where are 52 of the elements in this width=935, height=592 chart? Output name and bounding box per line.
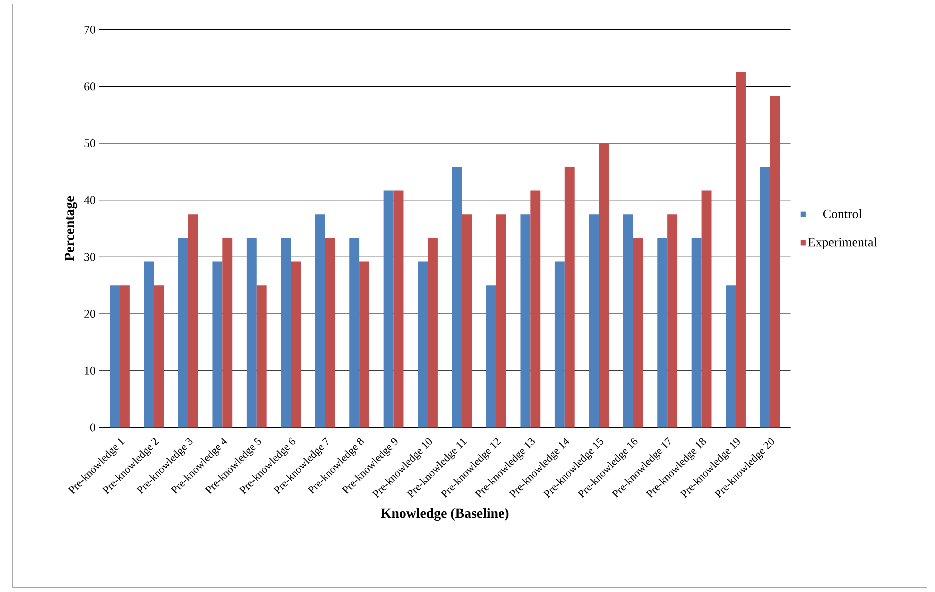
y-tick-label: 20 — [84, 310, 96, 318]
bar — [486, 286, 496, 428]
bar — [110, 286, 120, 428]
bar — [770, 96, 780, 428]
y-tick-label: 0 — [90, 424, 96, 432]
bar — [188, 214, 198, 428]
bar — [281, 238, 292, 428]
y-axis-title: Percentage — [65, 196, 78, 262]
bar — [452, 167, 462, 428]
bar — [692, 238, 702, 428]
bar — [120, 286, 130, 428]
y-tick-label: 40 — [84, 196, 96, 204]
bar — [589, 214, 600, 428]
y-tick-label: 10 — [85, 366, 96, 375]
bar — [222, 238, 233, 428]
bar — [623, 214, 634, 428]
bar — [325, 238, 336, 428]
bar — [496, 214, 506, 428]
bar — [760, 167, 770, 428]
bar — [428, 238, 438, 428]
bar — [564, 167, 575, 428]
bar — [462, 214, 472, 428]
bar — [360, 262, 370, 428]
bar — [212, 262, 223, 428]
bar — [178, 238, 188, 428]
y-tick-label: 30 — [84, 253, 96, 262]
bar — [726, 286, 736, 428]
x-axis-title: Knowledge (Baseline) — [381, 508, 509, 522]
legend-label: Control — [823, 210, 862, 219]
bar — [418, 262, 428, 428]
legend-label: Experimental — [808, 238, 878, 250]
y-tick-label: 60 — [84, 82, 96, 91]
bar — [350, 238, 360, 428]
bar — [658, 238, 668, 428]
bar — [246, 238, 257, 428]
bar — [599, 144, 610, 428]
bar — [154, 286, 164, 428]
bar — [736, 72, 746, 428]
bar — [315, 214, 326, 428]
bar — [520, 214, 531, 428]
bar — [633, 238, 644, 428]
y-tick-label: 70 — [84, 26, 96, 34]
bar — [256, 286, 267, 428]
bar — [530, 190, 541, 428]
bar — [668, 214, 678, 428]
y-tick-label: 50 — [84, 140, 96, 148]
bar — [394, 190, 404, 428]
bar — [384, 190, 394, 428]
bar — [291, 262, 302, 428]
bar — [144, 262, 154, 428]
bar — [702, 190, 712, 428]
bar — [554, 262, 565, 428]
